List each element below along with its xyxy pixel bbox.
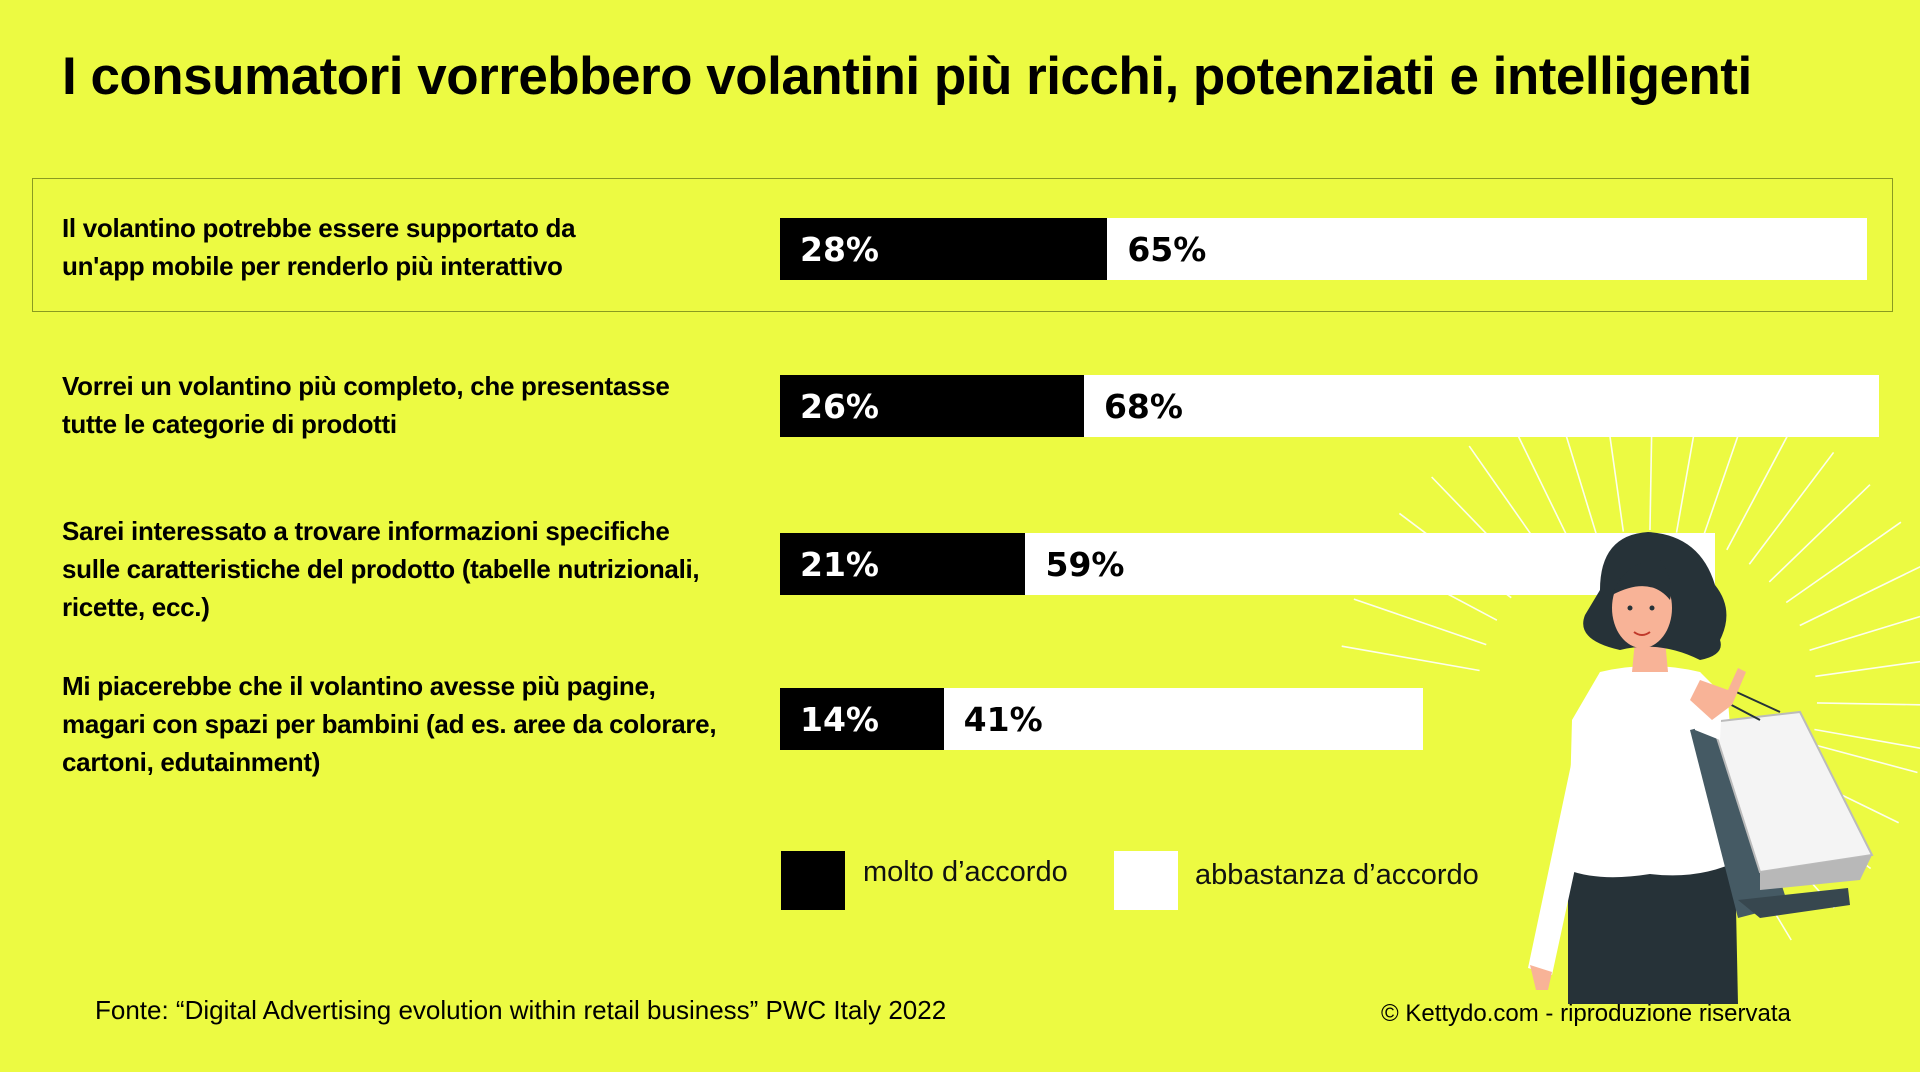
data-label: 21% — [800, 544, 879, 584]
bar-segment-molto: 14% — [780, 688, 944, 750]
data-label: 41% — [963, 699, 1043, 739]
category-label-line: un'app mobile per renderlo più interatti… — [62, 251, 563, 281]
ray — [1809, 615, 1920, 652]
stacked-bar: 28% 65% — [780, 218, 1868, 280]
category-label-line: tutte le categorie di prodotti — [62, 409, 397, 439]
category-label-line: Sarei interessato a trovare informazioni… — [62, 516, 670, 546]
copyright-note: © Kettydo.com - riproduzione riservata — [1381, 1000, 1791, 1027]
data-label: 68% — [1103, 386, 1183, 426]
bar-segment-abbastanza: 68% — [1083, 375, 1879, 437]
legend-label-molto: molto d’accordo — [863, 856, 1068, 888]
highlight-box — [32, 178, 1893, 312]
left-hand — [1530, 965, 1552, 990]
category-label: Il volantino potrebbe essere supportato … — [62, 209, 762, 285]
sunburst-rays — [1341, 390, 1920, 941]
category-label-line: sulle caratteristiche del prodotto (tabe… — [62, 554, 700, 584]
category-label-line: Mi piacerebbe che il volantino avesse pi… — [62, 671, 656, 701]
page-title: I consumatori vorrebbero volantini più r… — [62, 47, 1752, 106]
data-label: 65% — [1127, 229, 1207, 269]
pants — [1568, 860, 1738, 1004]
ray — [1353, 598, 1487, 646]
ray — [1782, 801, 1872, 870]
ray — [1341, 645, 1480, 672]
ray — [1785, 521, 1902, 604]
ray — [1760, 825, 1835, 909]
bar-segment-abbastanza: 65% — [1107, 218, 1868, 280]
legend-label-abbastanza: abbastanza d’accordo — [1195, 859, 1479, 891]
right-hand — [1690, 668, 1746, 720]
ray — [1815, 660, 1920, 678]
bar-segment-abbastanza: 41% — [943, 688, 1423, 750]
category-label-line: ricette, ecc.) — [62, 592, 210, 622]
ray — [1748, 451, 1835, 565]
ray — [1726, 425, 1794, 551]
ray — [1816, 702, 1920, 706]
ray — [1768, 484, 1871, 583]
category-label-line: cartoni, edutainment) — [62, 747, 321, 777]
ray — [1799, 565, 1920, 627]
left-arm — [1528, 680, 1600, 975]
data-label: 26% — [800, 386, 879, 426]
sweater — [1568, 666, 1740, 878]
stacked-bar: 26% 68% — [780, 375, 1879, 437]
bar-segment-molto: 28% — [780, 218, 1108, 280]
legend-swatch-molto — [781, 851, 845, 910]
ray — [1510, 421, 1574, 548]
category-label-line: Vorrei un volantino più completo, che pr… — [62, 371, 670, 401]
white-bag — [1710, 710, 1874, 874]
category-label-line: magari con spazi per bambini (ad es. are… — [62, 709, 717, 739]
bar-segment-abbastanza: 59% — [1025, 533, 1716, 595]
data-label: 28% — [800, 229, 879, 269]
ray — [1811, 743, 1918, 774]
category-label: Vorrei un volantino più completo, che pr… — [62, 367, 762, 443]
ray — [1814, 728, 1920, 749]
stacked-bar: 21% 59% — [780, 533, 1716, 595]
legend-swatch-abbastanza — [1114, 851, 1178, 910]
category-label-line: Il volantino potrebbe essere supportato … — [62, 213, 576, 243]
ray — [1733, 845, 1792, 941]
stacked-bar: 14% 41% — [780, 688, 1423, 750]
data-label: 14% — [800, 699, 879, 739]
ray — [1799, 773, 1900, 824]
category-label: Mi piacerebbe che il volantino avesse pi… — [62, 667, 762, 781]
bar-segment-molto: 21% — [780, 533, 1026, 595]
source-note: Fonte: “Digital Advertising evolution wi… — [95, 995, 947, 1025]
category-label: Sarei interessato a trovare informazioni… — [62, 512, 762, 626]
dark-bag — [1690, 720, 1788, 918]
data-label: 59% — [1045, 544, 1125, 584]
bar-segment-molto: 26% — [780, 375, 1084, 437]
